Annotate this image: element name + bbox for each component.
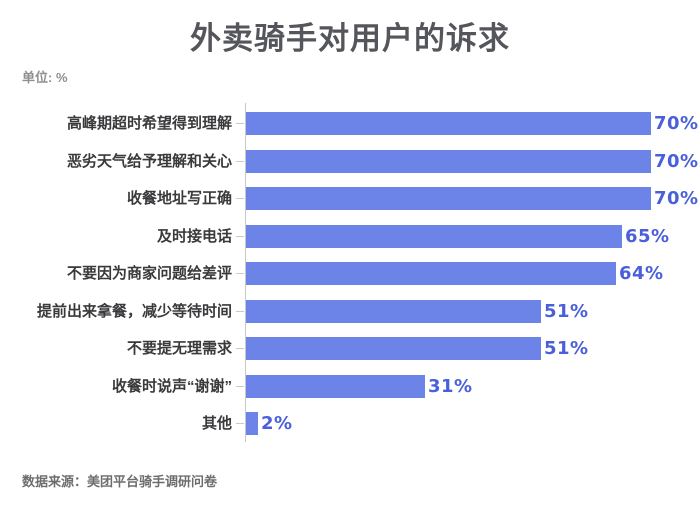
- bar: [246, 337, 541, 360]
- axis-tick: [236, 423, 244, 424]
- axis-line: [245, 103, 246, 442]
- axis-tick: [236, 273, 244, 274]
- category-label: 不要提无理需求: [126, 340, 232, 357]
- category-label: 收餐地址写正确: [126, 190, 232, 207]
- axis-tick: [236, 348, 244, 349]
- bar: [246, 374, 425, 398]
- axis-tick: [236, 160, 244, 162]
- bar: [246, 112, 651, 135]
- data-source-note: 数据来源：美团平台骑手调研问卷: [22, 474, 218, 489]
- value-label: 51%: [544, 338, 589, 359]
- axis-tick: [236, 310, 244, 312]
- value-label: 65%: [625, 225, 670, 247]
- category-label: 恶劣天气给予理解和关心: [66, 152, 232, 170]
- category-label: 其他: [201, 415, 232, 432]
- value-label: 70%: [654, 150, 699, 172]
- value-label: 64%: [619, 263, 664, 284]
- bar: [246, 412, 258, 435]
- value-label: 70%: [654, 113, 699, 134]
- bar: [246, 224, 622, 248]
- page-title: 外卖骑手对用户的诉求: [190, 21, 510, 56]
- bar: [246, 187, 651, 210]
- category-label: 不要因为商家问题给差评: [66, 265, 232, 282]
- category-label: 提前出来拿餐，减少等待时间: [36, 302, 232, 320]
- category-label: 及时接电话: [156, 227, 232, 245]
- axis-tick: [236, 123, 244, 124]
- unit-label: 单位: %: [22, 70, 68, 85]
- value-label: 51%: [544, 300, 589, 322]
- category-label: 高峰期超时希望得到理解: [66, 115, 232, 132]
- axis-tick: [236, 235, 244, 237]
- value-label: 2%: [261, 413, 293, 434]
- value-label: 70%: [654, 188, 699, 209]
- bar: [246, 299, 541, 323]
- bar: [246, 149, 651, 173]
- axis-tick: [236, 198, 244, 199]
- category-label: 收餐时说声“谢谢”: [111, 377, 232, 395]
- axis-tick: [236, 385, 244, 387]
- bar: [246, 262, 616, 285]
- value-label: 31%: [428, 375, 473, 397]
